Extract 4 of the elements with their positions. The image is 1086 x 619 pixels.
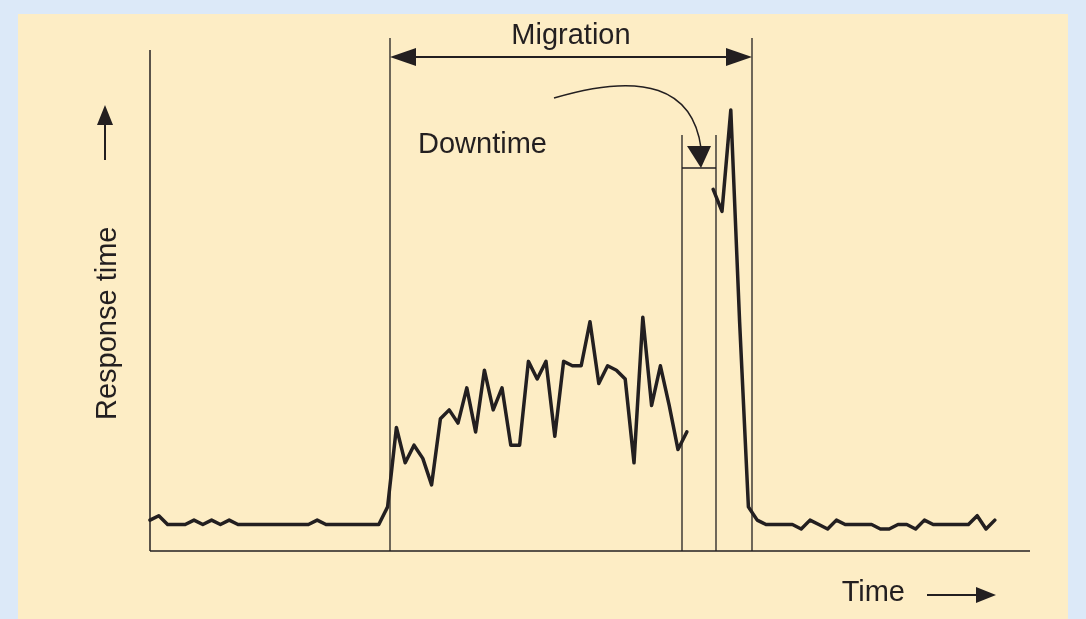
text: Migration <box>511 18 631 50</box>
y-axis-title: Response time <box>90 226 122 420</box>
annotation: Downtime <box>418 127 547 159</box>
x-axis-title: Time <box>841 575 905 607</box>
